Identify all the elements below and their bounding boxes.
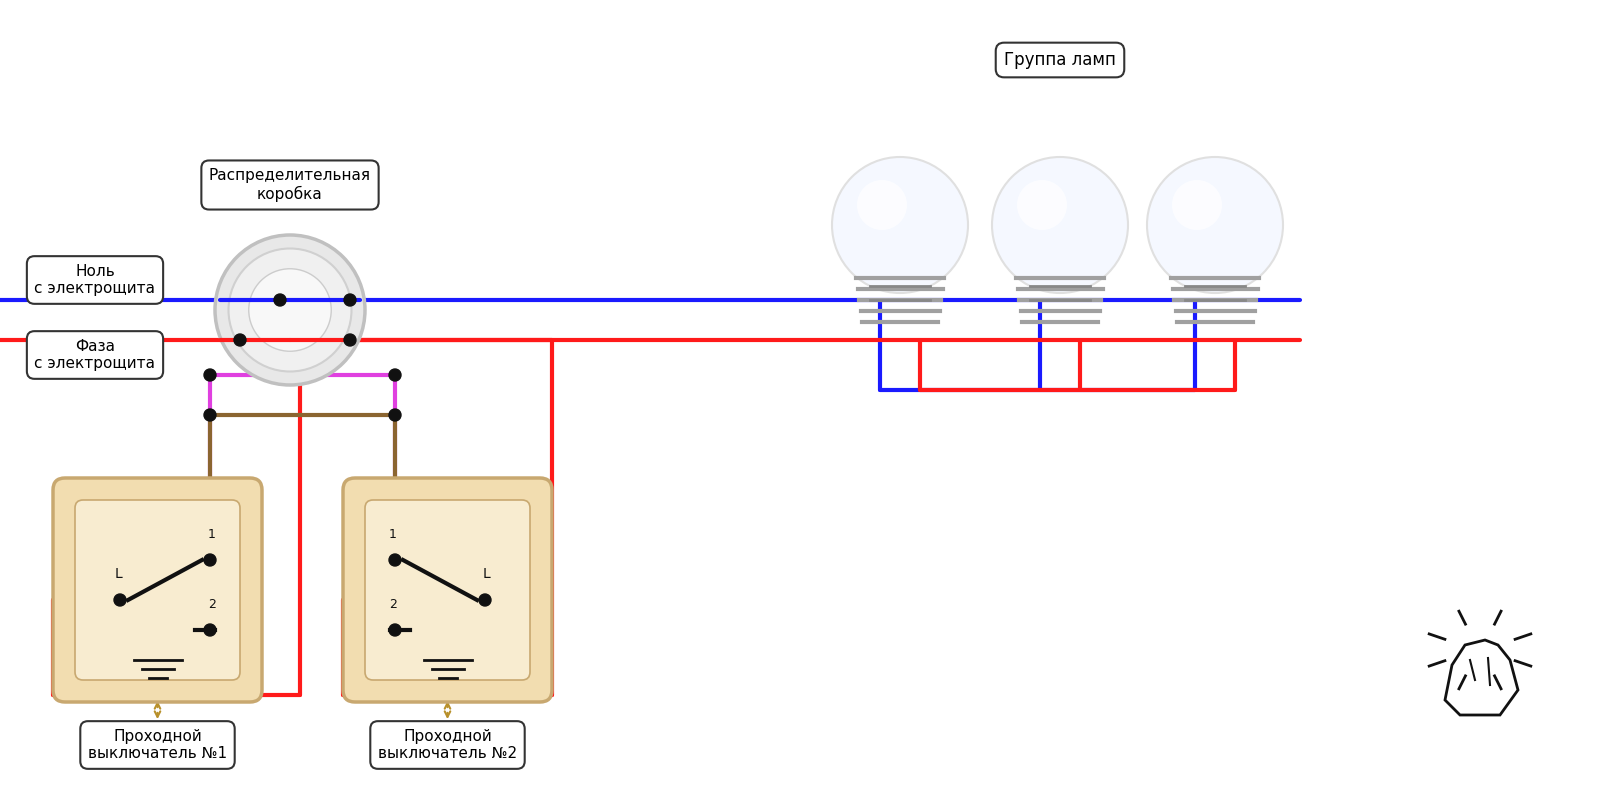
Text: 2: 2 — [208, 598, 216, 611]
Circle shape — [1147, 157, 1283, 293]
Circle shape — [214, 235, 365, 385]
Circle shape — [1018, 180, 1067, 230]
Circle shape — [832, 157, 968, 293]
Text: 1: 1 — [208, 528, 216, 541]
Text: Ноль
с электрощита: Ноль с электрощита — [35, 264, 155, 296]
Circle shape — [389, 369, 402, 381]
Circle shape — [858, 180, 907, 230]
Text: Фаза
с электрощита: Фаза с электрощита — [35, 339, 155, 371]
Circle shape — [344, 294, 355, 306]
FancyBboxPatch shape — [53, 478, 262, 702]
Text: Группа ламп: Группа ламп — [1005, 51, 1115, 69]
Circle shape — [205, 624, 216, 636]
Circle shape — [344, 334, 355, 346]
Text: L: L — [114, 567, 122, 581]
Circle shape — [205, 369, 216, 381]
Circle shape — [114, 594, 126, 606]
Text: 1: 1 — [389, 528, 397, 541]
Circle shape — [248, 269, 331, 351]
Circle shape — [205, 409, 216, 421]
FancyBboxPatch shape — [365, 500, 530, 680]
FancyBboxPatch shape — [75, 500, 240, 680]
Text: Проходной
выключатель №2: Проходной выключатель №2 — [378, 729, 517, 762]
Circle shape — [229, 249, 352, 371]
Circle shape — [205, 554, 216, 566]
Text: 2: 2 — [389, 598, 397, 611]
Circle shape — [389, 554, 402, 566]
Text: Распределительная
коробка: Распределительная коробка — [210, 168, 371, 202]
Circle shape — [389, 624, 402, 636]
Circle shape — [478, 594, 491, 606]
FancyBboxPatch shape — [342, 478, 552, 702]
Circle shape — [274, 294, 286, 306]
Circle shape — [1171, 180, 1222, 230]
Circle shape — [992, 157, 1128, 293]
Circle shape — [234, 334, 246, 346]
Text: L: L — [483, 567, 491, 581]
Text: Проходной
выключатель №1: Проходной выключатель №1 — [88, 729, 227, 762]
Circle shape — [389, 409, 402, 421]
